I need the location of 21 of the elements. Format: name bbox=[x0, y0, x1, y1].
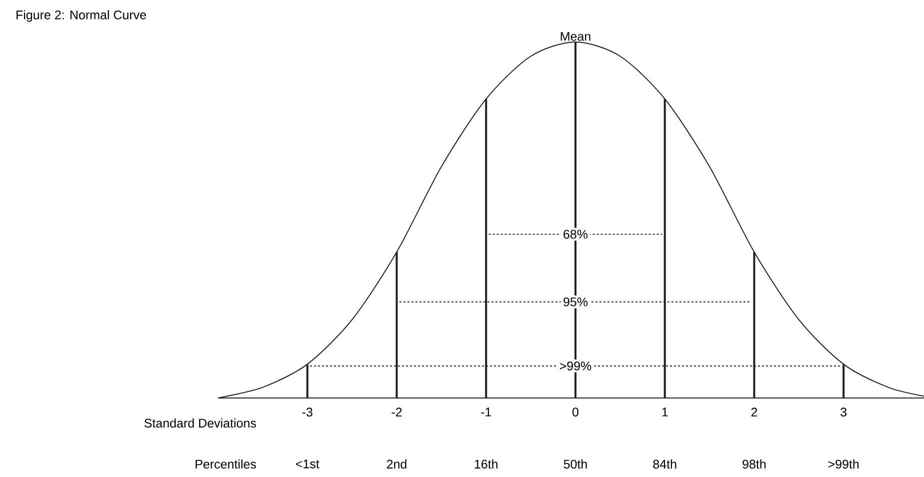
x-tick-label: 3 bbox=[840, 408, 846, 417]
text: <1st bbox=[296, 460, 320, 468]
x-tick-label: 1 bbox=[662, 408, 668, 416]
series-label: 95% bbox=[564, 297, 588, 306]
text: 2nd bbox=[386, 459, 406, 469]
series-label: 68% bbox=[564, 230, 588, 239]
x-tick-label: -3 bbox=[302, 408, 312, 417]
x-axis-title: Standard Deviations bbox=[144, 418, 256, 428]
text: 16th bbox=[474, 459, 498, 469]
x-tick-label: 0 bbox=[572, 408, 578, 417]
x-tick-label: -2 bbox=[392, 408, 402, 416]
text: 84th bbox=[653, 459, 676, 469]
x-tick-label: 2 bbox=[751, 408, 758, 416]
series-label: >99% bbox=[560, 362, 592, 370]
x-tick-label: -1 bbox=[481, 408, 492, 416]
text: Figure 2: Normal Curve bbox=[16, 10, 146, 22]
text: Percentiles bbox=[196, 459, 256, 469]
text: 98th bbox=[742, 459, 766, 469]
text: >99th bbox=[828, 459, 859, 469]
annotation: Mean bbox=[560, 32, 590, 41]
text: 50th bbox=[564, 459, 587, 469]
